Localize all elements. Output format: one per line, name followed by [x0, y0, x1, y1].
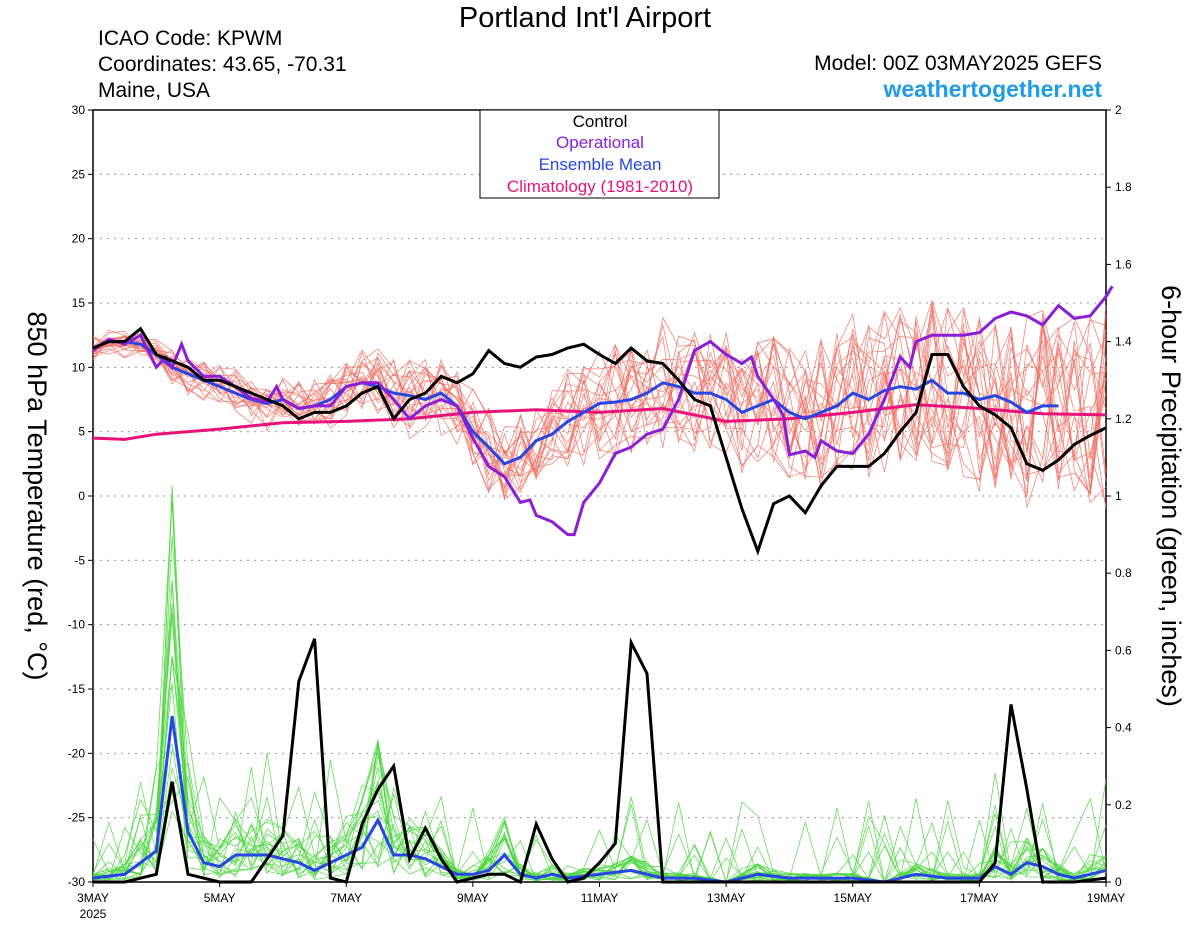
- right-tick-label: 0.2: [1115, 798, 1132, 812]
- precip-member-line: [92, 535, 1107, 883]
- model-run: Model: 00Z 03MAY2025 GEFS: [814, 52, 1102, 75]
- left-tick-label: 10: [72, 360, 86, 374]
- region: Maine, USA: [98, 79, 211, 102]
- legend-control: Control: [573, 112, 628, 131]
- right-tick-label: 1.8: [1115, 180, 1132, 194]
- main-lines: [92, 285, 1114, 885]
- precip-member-line: [92, 743, 1107, 883]
- temp-member-line: [92, 325, 1107, 484]
- left-tick-label: -5: [74, 553, 85, 567]
- right-tick-label: 0.8: [1115, 566, 1132, 580]
- precip-mean-line: [92, 715, 1107, 884]
- website-link[interactable]: weathertogether.net: [883, 76, 1102, 102]
- temp-member-line: [92, 310, 1107, 501]
- chart-title: Portland Int'l Airport: [458, 2, 712, 34]
- x-tick-label: 15MAY: [834, 891, 872, 905]
- precip-member-line: [92, 579, 1107, 883]
- x-tick-label: 19MAY: [1087, 891, 1125, 905]
- legend-climatology: Climatology (1981-2010): [507, 177, 693, 196]
- right-tick-label: 1: [1115, 489, 1122, 503]
- grid-lines: [93, 173, 1106, 819]
- x-year-label: 2025: [80, 907, 107, 921]
- temp-member-line: [92, 309, 1107, 492]
- left-tick-label: 20: [72, 232, 86, 246]
- right-tick-label: 1.4: [1115, 335, 1132, 349]
- left-tick-label: -20: [68, 746, 86, 760]
- x-tick-label: 9MAY: [457, 891, 489, 905]
- left-tick-label: -10: [68, 618, 86, 632]
- precip-member-line: [92, 612, 1107, 883]
- temp-member-line: [92, 307, 1107, 500]
- left-tick-label: 0: [78, 489, 85, 503]
- x-tick-label: 7MAY: [330, 891, 362, 905]
- legend-box: [479, 109, 720, 199]
- precip-member-line: [92, 500, 1107, 882]
- right-tick-label: 1.2: [1115, 412, 1132, 426]
- left-tick-label: 5: [78, 425, 85, 439]
- left-tick-label: -30: [68, 875, 86, 889]
- right-tick-label: 0: [1115, 875, 1122, 889]
- x-tick-label: 11MAY: [581, 891, 619, 905]
- temp-member-line: [92, 306, 1107, 504]
- icao-code: ICAO Code: KPWM: [98, 27, 283, 50]
- precip-member-line: [92, 485, 1107, 883]
- legend: Control Operational Ensemble Mean Climat…: [479, 109, 720, 199]
- legend-ensemble-mean: Ensemble Mean: [539, 155, 662, 174]
- left-axis-label: 850 hPa Temperature (red, °C): [22, 312, 52, 681]
- left-tick-label: -25: [68, 811, 86, 825]
- precip-member-line: [92, 495, 1107, 883]
- right-tick-label: 0.6: [1115, 643, 1132, 657]
- left-tick-label: -15: [68, 682, 86, 696]
- precip-members: [92, 485, 1107, 883]
- temp-member-line: [92, 334, 1107, 508]
- precip-control-line: [93, 637, 1107, 885]
- temp-member-line: [92, 321, 1107, 495]
- x-tick-label: 17MAY: [960, 891, 998, 905]
- legend-operational: Operational: [556, 133, 644, 152]
- coordinates: Coordinates: 43.65, -70.31: [98, 53, 347, 76]
- temp-member-line: [92, 299, 1107, 499]
- left-tick-label: 25: [72, 167, 86, 181]
- left-tick-label: 15: [72, 296, 86, 310]
- climatology-line: [92, 403, 1107, 441]
- right-tick-label: 2: [1115, 103, 1122, 117]
- right-tick-label: 0.4: [1115, 721, 1132, 735]
- right-axis-label: 6-hour Precipitation (green, inches): [1156, 285, 1186, 707]
- precip-member-line: [92, 582, 1107, 883]
- axis-ticks: 302520151050-5-10-15-20-25-3021.81.61.41…: [68, 103, 1132, 921]
- precip-member-line: [92, 616, 1107, 883]
- x-tick-label: 5MAY: [204, 891, 236, 905]
- temp-control-line: [92, 326, 1107, 556]
- temp-member-line: [92, 305, 1107, 495]
- right-tick-label: 1.6: [1115, 257, 1132, 271]
- x-tick-label: 13MAY: [707, 891, 745, 905]
- x-tick-label: 3MAY: [77, 891, 109, 905]
- left-tick-label: 30: [72, 103, 86, 117]
- temp-operational-line: [92, 285, 1114, 537]
